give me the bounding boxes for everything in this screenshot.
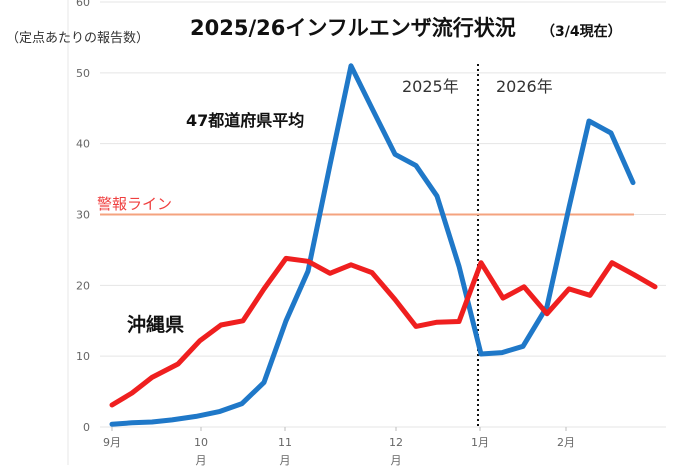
national-average-point-13: [392, 152, 398, 157]
okinawa-point-11: [348, 262, 354, 267]
national-average-point-10: [327, 162, 333, 168]
y-tick-label-0: 0: [83, 421, 90, 434]
x-tick-label-m10-line2: 月: [196, 454, 207, 467]
okinawa-point-8: [283, 256, 289, 261]
tick-layer: 0 10 20 30 40 50 60 9月 10 月 11 月 12 月 1月 2月: [76, 0, 575, 467]
warning-line-label: 警報ライン: [97, 195, 172, 213]
okinawa-point-13: [392, 297, 398, 302]
y-tick-label-20: 20: [76, 279, 90, 292]
okinawa-point-24: [631, 272, 637, 277]
okinawa-point-7: [261, 286, 267, 291]
series-label-okinawa: 沖縄県: [127, 313, 184, 336]
x-tick-label-m12-line2: 月: [391, 454, 402, 467]
x-tick-label-m11: 11: [278, 436, 292, 449]
y-tick-label-60: 60: [76, 0, 90, 9]
okinawa-point-19: [521, 284, 527, 289]
okinawa-point-4: [197, 338, 203, 343]
okinawa-point-18: [500, 295, 506, 301]
national-average-point-7: [261, 380, 267, 385]
national-average-point-23: [608, 130, 614, 136]
year-label-2025: 2025年: [402, 77, 459, 96]
national-average-point-0: [109, 422, 115, 427]
national-average-point-12: [369, 106, 375, 111]
national-average-point-5: [217, 409, 223, 414]
national-average-point-21: [566, 205, 572, 210]
national-average-point-15: [434, 193, 440, 199]
okinawa-point-21: [566, 286, 572, 291]
y-axis-label: （定点あたりの報告数）: [6, 31, 149, 46]
y-tick-label-50: 50: [76, 67, 90, 80]
y-tick-label-30: 30: [76, 209, 90, 222]
national-average-point-8: [283, 318, 289, 323]
national-average-point-14: [413, 163, 419, 168]
x-tick-label-m2: 2月: [557, 436, 575, 449]
series-label-national: 47都道府県平均: [186, 111, 304, 130]
okinawa-point-6: [240, 318, 246, 323]
x-tick-label-m1: 1月: [471, 436, 489, 449]
okinawa-point-22: [587, 293, 593, 298]
national-average-point-3: [169, 417, 175, 423]
okinawa-point-14: [413, 324, 419, 329]
x-tick-label-m12: 12: [389, 436, 403, 449]
okinawa-point-25: [652, 284, 658, 289]
national-average-point-18: [499, 350, 505, 355]
okinawa-point-20: [544, 311, 550, 316]
national-average-point-17: [478, 351, 484, 357]
okinawa-point-2: [149, 375, 155, 380]
okinawa-point-17: [478, 260, 484, 265]
okinawa-point-5: [218, 322, 224, 328]
national-average-point-4: [193, 414, 199, 419]
national-average-point-11: [348, 63, 354, 68]
year-label-2026: 2026年: [496, 77, 553, 96]
national-average-point-2: [149, 419, 155, 425]
okinawa-point-23: [609, 260, 615, 265]
okinawa-line: [109, 255, 658, 408]
reference-layer: [100, 64, 634, 427]
okinawa-point-1: [129, 390, 135, 396]
okinawa-point-9: [305, 259, 311, 264]
okinawa-point-10: [327, 271, 333, 276]
national-average-point-22: [586, 118, 592, 124]
national-average-point-24: [630, 180, 636, 185]
okinawa-point-3: [175, 361, 181, 367]
series-layer: [109, 63, 658, 427]
chart-subtitle: （3/4現在）: [541, 23, 622, 40]
national-average-point-20: [544, 304, 550, 309]
x-tick-label-m11-line2: 月: [280, 454, 291, 467]
national-average-point-16: [456, 264, 462, 269]
okinawa-point-15: [434, 320, 440, 325]
okinawa-point-16: [456, 319, 462, 324]
y-tick-label-40: 40: [76, 138, 90, 151]
okinawa-point-0: [109, 402, 115, 408]
national-average-point-6: [239, 401, 245, 406]
national-average-point-19: [520, 344, 526, 349]
okinawa-point-12: [369, 270, 375, 275]
chart-title: 2025/26インフルエンザ流行状況: [190, 16, 516, 40]
y-tick-label-10: 10: [76, 350, 90, 363]
national-average-point-9: [305, 269, 311, 274]
x-tick-label-m9: 9月: [103, 436, 121, 449]
x-tick-label-m10: 10: [194, 436, 208, 449]
national-average-point-1: [129, 420, 135, 425]
